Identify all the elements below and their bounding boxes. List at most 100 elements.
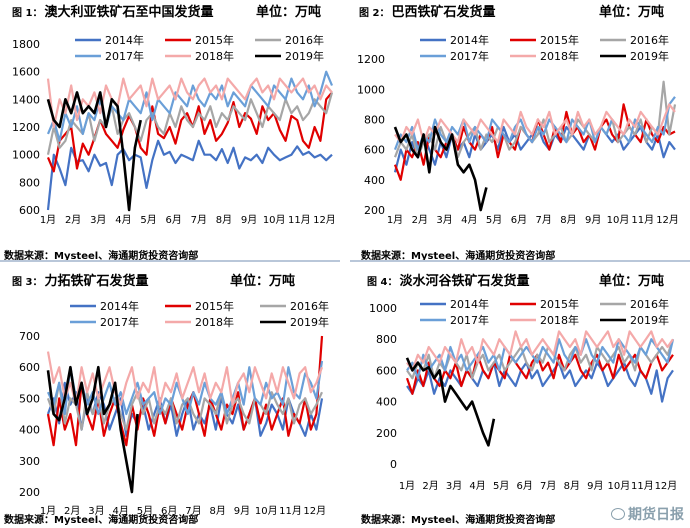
y-tick-label: 800 [19, 176, 40, 189]
x-tick-label: 9月 [234, 505, 250, 517]
unit-label: 单位：万吨 [230, 274, 296, 289]
series-line-2014 [406, 361, 674, 403]
legend-label: 2019年 [630, 313, 669, 327]
legend-label: 2015年 [195, 33, 234, 47]
y-tick-label: 1200 [357, 53, 385, 66]
legend-label: 2014年 [100, 299, 139, 313]
legend-label: 2016年 [290, 299, 329, 313]
x-tick-label: 10月 [607, 214, 630, 226]
x-tick-label: 7月 [185, 505, 201, 517]
unit-label: 单位：万吨 [599, 274, 665, 289]
x-tick-label: 10月 [263, 214, 286, 226]
watermark-text: 期货日报 [628, 507, 684, 523]
x-tick-label: 7月 [191, 214, 207, 226]
y-tick-label: 200 [364, 204, 385, 217]
x-tick-label: 1月 [399, 480, 415, 492]
x-tick-label: 9月 [587, 480, 603, 492]
line-chart-brazil: 200 400 600 800 1000 1200 1月 2月 3月 4月 5月 6月 7月 8月 9月 10… [357, 33, 679, 226]
legend-label: 2017年 [105, 49, 144, 63]
series-line-2017 [393, 96, 676, 151]
chart-panel-2: 图 2： 巴西铁矿石发货量 单位：万吨 200 400 600 800 1000 1200 1… [345, 0, 690, 264]
x-tick-label: 5月 [486, 214, 502, 226]
series-line-2018 [46, 77, 333, 129]
x-tick-label: 8月 [564, 480, 580, 492]
chart-panel-3: 图 3： 力拓铁矿石发货量 单位：万吨 200 300 400 500 600 700 1月 2… [0, 264, 345, 528]
source-note: 数据来源：Mysteel、海通期货投资咨询部 [4, 515, 199, 526]
y-tick-label: 400 [376, 396, 397, 409]
legend-label: 2018年 [195, 49, 234, 63]
x-tick-label: 1月 [40, 505, 56, 517]
x-tick-label: 2月 [422, 480, 438, 492]
y-tick-label: 1600 [12, 66, 40, 79]
y-tick-label: 600 [19, 204, 40, 217]
legend-label: 2014年 [450, 297, 489, 311]
x-tick-label: 1月 [387, 214, 403, 226]
x-tick-label: 6月 [511, 214, 527, 226]
figure-number: 图 4： [367, 277, 398, 288]
x-tick-label: 6月 [517, 480, 533, 492]
x-tick-label: 6月 [161, 505, 177, 517]
legend-label: 2019年 [285, 49, 324, 63]
legend-label: 2016年 [630, 297, 669, 311]
chart-title: 图 2： 巴西铁矿石发货量 [359, 1, 495, 20]
x-tick-label: 3月 [446, 480, 462, 492]
series-line-2016 [46, 381, 324, 431]
legend-label: 2016年 [285, 33, 324, 47]
chart-title-text: 澳大利亚铁矿石至中国发货量 [44, 5, 214, 20]
figure-number: 图 1： [12, 8, 43, 19]
x-tick-label: 3月 [88, 505, 104, 517]
line-chart-australia: 600 800 1000 1200 1400 1600 1800 1月 2月 3月 4月 5月 6月 7月… [12, 33, 336, 226]
series-line-2019 [46, 365, 139, 494]
x-tick-label: 7月 [535, 214, 551, 226]
y-tick-label: 600 [376, 364, 397, 377]
x-tick-label: 8月 [210, 505, 226, 517]
x-tick-label: 2月 [64, 505, 80, 517]
y-tick-label: 300 [19, 455, 40, 468]
line-chart-vale: 0 200 400 600 800 1000 1月 2月 3月 4月 5月 6月 7月 8月 9月 10月 11… [369, 297, 677, 492]
legend-label: 2019年 [630, 49, 669, 63]
legend-label: 2014年 [105, 33, 144, 47]
x-tick-label: 12月 [313, 214, 336, 226]
series-line-2014 [46, 139, 333, 211]
chart-panel-1: 图 1： 澳大利亚铁矿石至中国发货量 单位：万吨 600 800 1000 1200 14… [0, 0, 345, 264]
y-tick-label: 200 [376, 427, 397, 440]
divider [350, 260, 690, 262]
series-line-2019 [393, 125, 488, 212]
y-tick-label: 500 [19, 392, 40, 405]
figure-number: 图 2： [359, 8, 390, 19]
y-tick-label: 600 [364, 144, 385, 157]
series-line-2018 [46, 351, 324, 406]
y-tick-label: 600 [19, 361, 40, 374]
x-tick-label: 8月 [560, 214, 576, 226]
x-tick-label: 4月 [113, 505, 129, 517]
x-tick-label: 5月 [140, 214, 156, 226]
series-line-2015 [46, 335, 324, 447]
x-tick-label: 2月 [65, 214, 81, 226]
y-tick-label: 700 [19, 330, 40, 343]
y-tick-label: 0 [390, 458, 397, 471]
series-line-2018 [406, 330, 674, 372]
x-tick-label: 1月 [40, 214, 56, 226]
x-tick-label: 10月 [607, 480, 630, 492]
chart-panel-4: 图 4： 淡水河谷铁矿石发货量 单位：万吨 0 200 400 600 800 1000 1月… [345, 264, 690, 528]
x-tick-label: 12月 [303, 505, 326, 517]
legend-label: 2018年 [540, 49, 579, 63]
y-tick-label: 800 [376, 333, 397, 346]
chart-title-text: 淡水河谷铁矿石发货量 [399, 274, 530, 289]
x-tick-label: 8月 [216, 214, 232, 226]
series-line-2019 [46, 91, 142, 212]
x-tick-label: 11月 [279, 505, 302, 517]
unit-label: 单位：万吨 [256, 5, 322, 20]
chart-title: 图 1： 澳大利亚铁矿石至中国发货量 [12, 1, 213, 20]
divider [0, 260, 340, 262]
wechat-icon [611, 508, 625, 520]
legend-label: 2015年 [195, 299, 234, 313]
x-tick-label: 5月 [137, 505, 153, 517]
chart-title: 图 3： 力拓铁矿石发货量 [12, 270, 148, 289]
x-tick-label: 6月 [165, 214, 181, 226]
legend-label: 2016年 [630, 33, 669, 47]
x-tick-label: 3月 [90, 214, 106, 226]
y-tick-label: 400 [19, 424, 40, 437]
x-tick-label: 10月 [255, 505, 278, 517]
